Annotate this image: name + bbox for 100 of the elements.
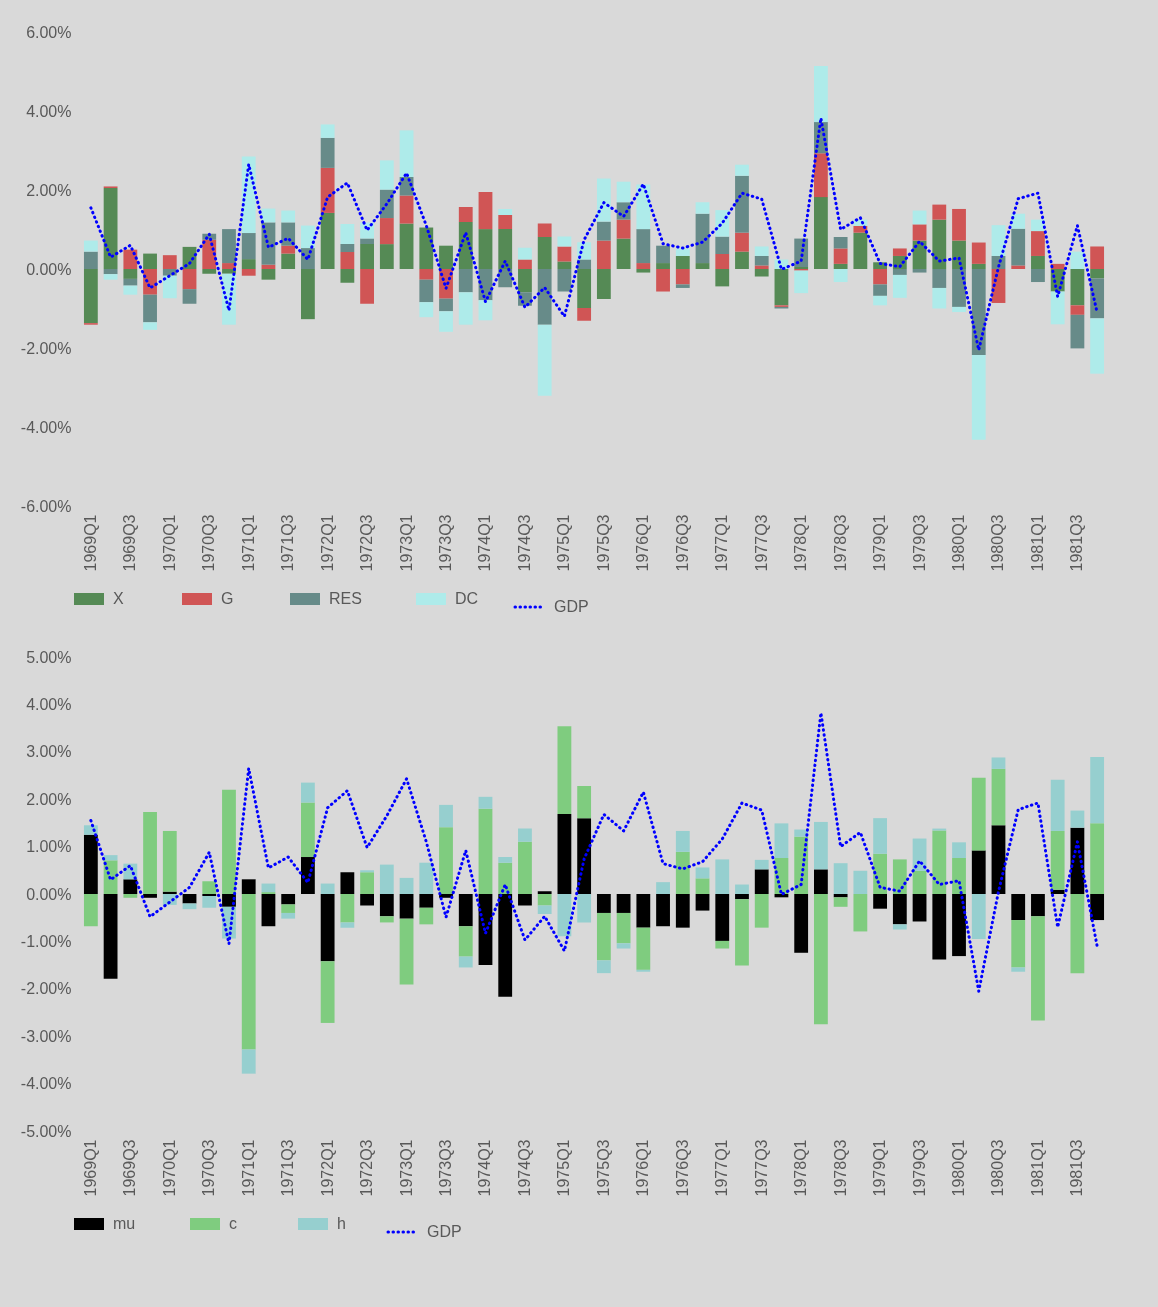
bar	[478, 229, 493, 269]
bar	[241, 894, 256, 1050]
bar	[301, 225, 315, 249]
bar	[912, 894, 927, 922]
bar	[1090, 318, 1105, 374]
bar	[754, 859, 769, 870]
bar	[912, 224, 927, 241]
bar	[1011, 213, 1026, 229]
bar	[735, 232, 749, 252]
bar	[83, 251, 98, 269]
bar	[103, 855, 118, 861]
bar	[596, 240, 611, 269]
bar	[892, 859, 907, 894]
bar	[675, 284, 690, 288]
bar	[715, 236, 730, 254]
bar	[399, 894, 414, 919]
bar	[892, 894, 907, 925]
bar	[419, 894, 434, 908]
bar	[616, 943, 631, 949]
y-tick-label: 5.00%	[26, 648, 72, 666]
bar	[162, 255, 177, 269]
bar	[1011, 228, 1026, 266]
bar	[1070, 810, 1085, 828]
bar	[616, 219, 631, 239]
bar	[123, 278, 138, 286]
bar	[281, 253, 296, 269]
bar	[636, 269, 651, 273]
bar	[1031, 269, 1045, 283]
bar	[320, 961, 335, 1023]
bar	[715, 894, 730, 941]
bar	[577, 818, 592, 894]
legend-label: DC	[455, 590, 479, 607]
bar	[281, 894, 296, 905]
bar	[971, 263, 986, 269]
bar	[932, 269, 947, 288]
bar	[675, 248, 690, 256]
bar	[103, 274, 118, 280]
bar	[301, 782, 315, 803]
bar	[320, 137, 335, 168]
x-tick-label: 1981Q1	[1028, 514, 1046, 572]
bar	[577, 269, 592, 309]
bar	[143, 894, 157, 898]
bar	[419, 302, 434, 318]
bar	[340, 269, 355, 283]
bar	[991, 768, 1006, 826]
legend-label: X	[113, 590, 124, 607]
bar	[439, 827, 453, 894]
x-tick-label: 1979Q3	[910, 1139, 928, 1197]
bar	[833, 248, 848, 264]
bar	[971, 269, 986, 356]
bar	[656, 269, 670, 292]
bar	[1090, 823, 1105, 894]
bar	[873, 894, 887, 909]
bar	[518, 269, 532, 293]
bar	[162, 830, 177, 892]
bar	[498, 229, 513, 269]
x-tick-label: 1976Q3	[673, 1139, 691, 1197]
x-tick-label: 1980Q1	[950, 514, 968, 572]
bar	[123, 285, 138, 295]
bar	[814, 894, 828, 1025]
bar	[596, 912, 611, 961]
bar	[281, 245, 296, 254]
bar	[143, 322, 157, 330]
bar	[616, 894, 631, 913]
bar	[814, 821, 828, 870]
x-tick-label: 1976Q1	[634, 1139, 652, 1197]
x-tick-label: 1973Q1	[397, 1139, 415, 1197]
bar	[1090, 894, 1105, 921]
x-tick-label: 1980Q3	[989, 514, 1007, 572]
x-tick-label: 1979Q1	[871, 1139, 889, 1197]
bar	[143, 253, 157, 269]
bar	[1070, 894, 1085, 974]
bar	[853, 894, 868, 932]
x-tick-label: 1970Q1	[160, 514, 178, 572]
x-tick-label: 1972Q1	[318, 1139, 336, 1197]
x-tick-label: 1978Q3	[831, 1139, 849, 1197]
bar	[123, 249, 138, 269]
bar	[498, 862, 513, 894]
bar	[892, 924, 907, 930]
bar	[340, 922, 355, 928]
bar	[971, 242, 986, 264]
legend-label: h	[337, 1215, 346, 1232]
line-series	[89, 711, 1099, 993]
bar	[814, 197, 828, 269]
bar	[794, 894, 809, 953]
bar	[123, 879, 138, 894]
bar	[675, 269, 690, 285]
bar	[320, 124, 335, 138]
bar	[636, 927, 651, 970]
bar	[656, 245, 670, 264]
bar	[912, 269, 927, 273]
bar	[952, 857, 966, 894]
bar	[241, 879, 256, 894]
bar	[537, 891, 552, 894]
bar	[83, 240, 98, 252]
x-tick-label: 1974Q3	[515, 1139, 533, 1197]
bar	[656, 882, 670, 894]
bar	[596, 894, 611, 913]
bar	[439, 245, 453, 269]
bar	[202, 269, 217, 274]
